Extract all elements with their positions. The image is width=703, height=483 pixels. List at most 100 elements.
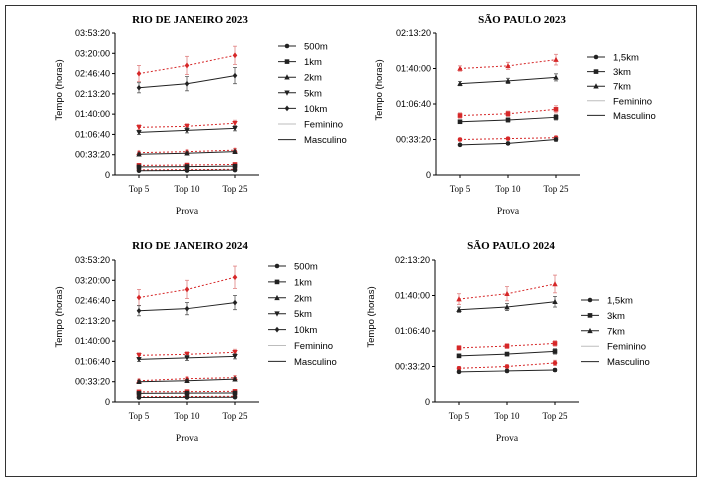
x-tick-label: Top 5 bbox=[129, 411, 150, 421]
legend-label: Masculino bbox=[294, 357, 337, 368]
y-tick-label: 01:40:00 bbox=[75, 336, 110, 346]
series-10km-feminino bbox=[136, 265, 238, 307]
data-point bbox=[553, 115, 559, 120]
legend-label: 1km bbox=[304, 57, 322, 68]
legend-item: 500m bbox=[278, 42, 328, 53]
y-tick-label: 02:13:20 bbox=[75, 316, 110, 326]
data-point bbox=[184, 164, 190, 169]
data-point bbox=[136, 378, 142, 385]
data-point bbox=[136, 395, 142, 400]
legend-marker bbox=[587, 313, 593, 318]
data-point bbox=[184, 377, 190, 383]
data-point bbox=[136, 125, 142, 131]
y-axis-label: Tempo (horas) bbox=[374, 59, 385, 120]
legend-label: 7km bbox=[613, 82, 631, 93]
data-point bbox=[553, 137, 559, 142]
legend-marker bbox=[274, 263, 280, 269]
x-tick-label: Top 10 bbox=[174, 184, 200, 194]
series-1km-masculino bbox=[136, 163, 238, 170]
x-tick-label: Top 10 bbox=[495, 184, 521, 194]
data-point bbox=[456, 369, 462, 375]
legend-label: 2km bbox=[294, 293, 312, 304]
x-axis-label: Prova bbox=[176, 207, 199, 217]
y-tick-label: 0 bbox=[105, 170, 110, 180]
legend-marker bbox=[284, 59, 290, 64]
data-point bbox=[232, 52, 238, 59]
data-point bbox=[184, 80, 190, 87]
chart-title: SÃO PAULO 2023 bbox=[478, 14, 566, 26]
y-tick-label: 01:06:40 bbox=[396, 99, 431, 109]
legend-label: 500m bbox=[304, 42, 328, 53]
chart-title: SÃO PAULO 2024 bbox=[467, 240, 555, 252]
y-tick-label: 02:13:20 bbox=[396, 28, 431, 38]
chart-title: RIO DE JANEIRO 2024 bbox=[132, 240, 248, 252]
data-point bbox=[184, 390, 190, 396]
y-tick-label: 01:06:40 bbox=[75, 356, 110, 366]
data-point bbox=[232, 390, 238, 396]
data-point bbox=[552, 360, 558, 366]
data-point bbox=[457, 113, 463, 118]
y-tick-label: 00:33:20 bbox=[396, 135, 431, 145]
series-1-5km-masculino bbox=[457, 137, 559, 148]
legend-marker bbox=[587, 327, 593, 334]
legend-item: Masculino bbox=[278, 135, 347, 146]
y-tick-label: 03:53:20 bbox=[75, 255, 110, 265]
series-3km-feminino bbox=[457, 105, 559, 119]
data-point bbox=[504, 343, 510, 349]
legend-label: 5km bbox=[304, 88, 322, 99]
chart-panel-2: SÃO PAULO 2023 0 00:33:20 01:06:40 01:40:00 0… bbox=[374, 14, 656, 217]
y-tick-label: 01:40:00 bbox=[75, 109, 110, 119]
data-point bbox=[232, 148, 238, 154]
legend: 1,5km 3km 7km Feminino Masculino bbox=[581, 296, 650, 368]
legend-item: Feminino bbox=[268, 341, 333, 352]
data-point bbox=[505, 78, 511, 84]
y-axis-label: Tempo (horas) bbox=[54, 286, 65, 347]
data-point bbox=[504, 364, 510, 369]
legend-item: Feminino bbox=[581, 342, 646, 353]
data-point bbox=[456, 353, 462, 359]
data-point bbox=[232, 354, 238, 360]
legend-label: 1,5km bbox=[607, 296, 633, 307]
data-point bbox=[136, 353, 142, 359]
chart-panel-4: SÃO PAULO 2024 0 00:33:20 01:06:40 01:40:00 0… bbox=[366, 240, 650, 444]
data-point bbox=[456, 306, 462, 312]
series-7km-feminino bbox=[457, 53, 559, 72]
data-point bbox=[232, 120, 238, 127]
data-point bbox=[136, 168, 142, 174]
legend-marker bbox=[593, 83, 599, 89]
y-tick-label: 0 bbox=[425, 397, 430, 407]
y-tick-label: 03:53:20 bbox=[75, 28, 110, 38]
legend-item: Feminino bbox=[278, 120, 343, 131]
legend-item: 2km bbox=[268, 293, 312, 304]
series-10km-masculino bbox=[136, 67, 238, 94]
legend-item: 7km bbox=[587, 82, 631, 93]
y-tick-label: 00:33:20 bbox=[395, 362, 430, 372]
legend-marker bbox=[274, 311, 280, 317]
legend-label: 1,5km bbox=[613, 53, 639, 64]
y-tick-label: 02:13:20 bbox=[395, 255, 430, 265]
series-3km-masculino bbox=[456, 348, 558, 359]
chart-panel-3: RIO DE JANEIRO 2024 0 00:33:20 01:06:40 01:4… bbox=[54, 240, 337, 444]
y-tick-label: 01:06:40 bbox=[75, 129, 110, 139]
data-point bbox=[553, 56, 559, 62]
legend-marker bbox=[284, 74, 290, 80]
data-point bbox=[505, 141, 511, 146]
x-tick-label: Top 25 bbox=[542, 411, 568, 421]
legend-label: Feminino bbox=[294, 341, 333, 352]
data-point bbox=[553, 107, 559, 112]
y-tick-label: 02:46:40 bbox=[75, 69, 110, 79]
data-point bbox=[136, 130, 142, 136]
legend-marker bbox=[284, 105, 290, 112]
series-7km-feminino bbox=[456, 274, 558, 305]
legend-item: 7km bbox=[581, 326, 625, 337]
legend-marker bbox=[274, 294, 280, 301]
data-point bbox=[136, 294, 142, 301]
data-point bbox=[552, 341, 558, 346]
x-tick-label: Top 25 bbox=[543, 184, 569, 194]
legend: 500m 1km 2km 5km 10km Feminino Masculino bbox=[278, 42, 347, 146]
series-1-5km-feminino bbox=[456, 359, 558, 371]
data-point bbox=[184, 305, 190, 312]
data-point bbox=[457, 142, 463, 148]
legend-label: 500m bbox=[294, 262, 318, 273]
